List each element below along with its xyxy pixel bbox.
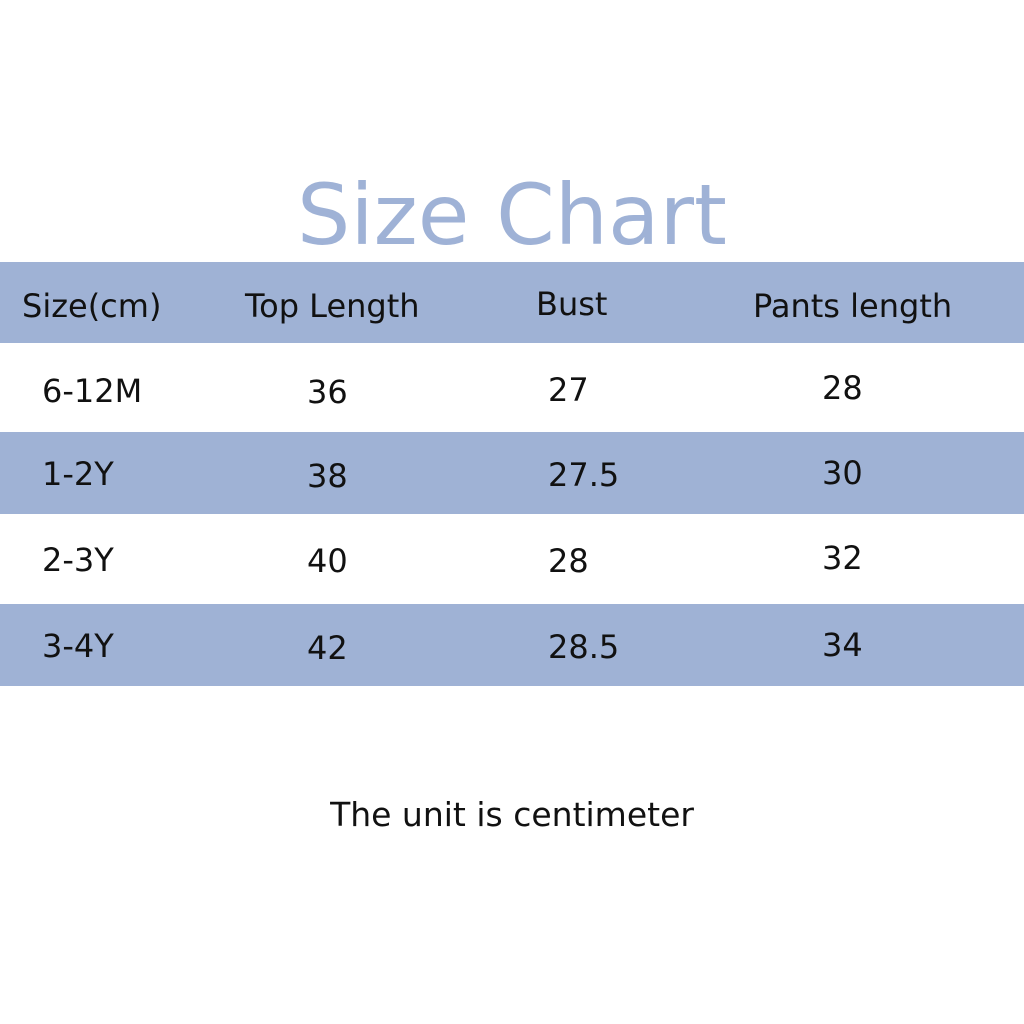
cell-size: 6-12M: [42, 372, 143, 410]
cell-size: 1-2Y: [42, 455, 114, 493]
cell-pants-length: 28: [822, 369, 863, 407]
cell-bust: 28: [548, 542, 589, 580]
header-top-length: Top Length: [245, 287, 420, 325]
cell-size: 3-4Y: [42, 627, 114, 665]
cell-top-length: 42: [307, 629, 348, 667]
cell-pants-length: 34: [822, 626, 863, 664]
header-bust: Bust: [536, 285, 608, 323]
table-row: 2-3Y 40 28 32: [0, 514, 1024, 604]
cell-size: 2-3Y: [42, 541, 114, 579]
table-row: 3-4Y 42 28.5 34: [0, 604, 1024, 686]
unit-note: The unit is centimeter: [330, 795, 694, 834]
table-row: 6-12M 36 27 28: [0, 343, 1024, 432]
cell-pants-length: 30: [822, 454, 863, 492]
table-row: 1-2Y 38 27.5 30: [0, 432, 1024, 514]
cell-bust: 28.5: [548, 628, 620, 666]
page-title: Size Chart: [297, 166, 727, 264]
header-pants-length: Pants length: [753, 287, 953, 325]
cell-top-length: 36: [307, 373, 348, 411]
cell-top-length: 38: [307, 457, 348, 495]
header-size: Size(cm): [22, 287, 162, 325]
cell-top-length: 40: [307, 542, 348, 580]
cell-bust: 27.5: [548, 456, 620, 494]
table-header: Size(cm) Top Length Bust Pants length: [0, 262, 1024, 343]
cell-pants-length: 32: [822, 539, 863, 577]
cell-bust: 27: [548, 371, 589, 409]
